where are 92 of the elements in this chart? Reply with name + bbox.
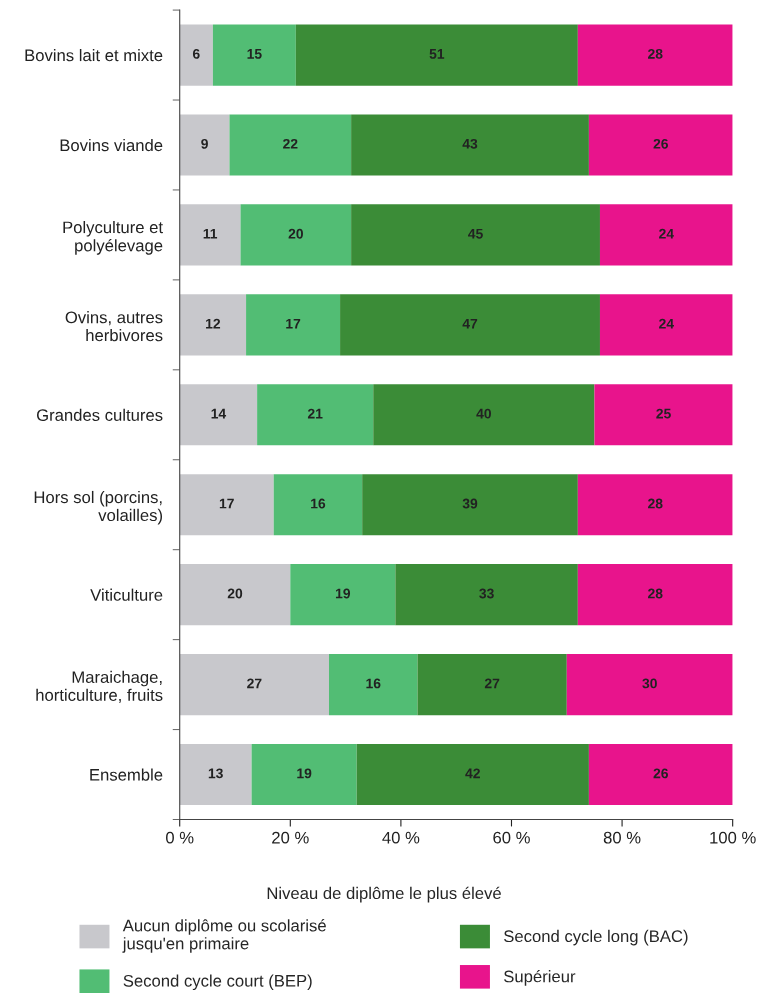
y-tick-label: Polyculture et polyélevage [63, 221, 163, 255]
data-label: 9 [201, 138, 208, 149]
data-label: 27 [247, 678, 262, 689]
bar [599, 204, 733, 266]
x-tick-label: 0 % [166, 831, 194, 844]
bar [290, 564, 396, 626]
bar [351, 204, 600, 266]
bar [179, 564, 291, 626]
data-label: 14 [211, 408, 227, 419]
bar [273, 474, 363, 536]
bar [577, 474, 733, 536]
data-label: 17 [286, 318, 301, 329]
bar [179, 294, 247, 356]
y-tick-label: Bovins viande [60, 138, 163, 152]
data-label: 12 [206, 318, 221, 329]
x-tick-label: 20 % [272, 831, 309, 844]
x-tick-label: 60 % [493, 831, 530, 844]
legend-label: Aucun diplôme ou scolarisé jusqu'en primaire [122, 919, 326, 953]
data-label: 15 [247, 49, 262, 59]
legend-title: Niveau de diplôme le plus élevé [267, 886, 501, 903]
data-label: 24 [659, 228, 674, 239]
data-label: 28 [648, 498, 663, 509]
bar [362, 474, 578, 536]
data-label: 27 [484, 678, 500, 689]
data-label: 39 [462, 498, 478, 509]
data-label: 13 [208, 768, 223, 779]
x-tick-label: 80 % [603, 831, 641, 844]
y-tick-label: Hors sol (porcins, volailles) [34, 490, 163, 525]
bar [179, 384, 258, 446]
y-tick-label: Viticulture [90, 588, 163, 601]
bar [179, 743, 252, 806]
data-label: 20 [227, 588, 243, 599]
data-label: 40 [476, 408, 491, 419]
bar [340, 294, 600, 356]
data-label: 47 [462, 318, 478, 329]
data-label: 22 [283, 138, 298, 149]
data-label: 33 [479, 588, 494, 599]
bar [257, 384, 374, 446]
data-label: 20 [288, 228, 303, 239]
data-label: 16 [366, 678, 381, 689]
bar [417, 654, 567, 716]
data-label: 26 [653, 138, 669, 149]
data-label: 21 [307, 408, 323, 419]
bar [179, 474, 274, 536]
bar [295, 24, 578, 86]
data-label: 16 [311, 498, 326, 509]
bar [594, 384, 733, 446]
legend-label: Supérieur [504, 969, 576, 986]
y-tick-label: Grandes cultures [36, 408, 163, 421]
bar [356, 743, 589, 806]
y-tick-label: Ensemble [90, 768, 163, 781]
bar [240, 204, 352, 266]
y-tick-label: Ovins, autres herbivores [65, 311, 163, 342]
data-label: 11 [203, 228, 218, 239]
bar [599, 294, 733, 356]
bar [577, 564, 733, 626]
bar [179, 654, 330, 716]
data-label: 24 [659, 318, 674, 329]
x-tick-label: 100 % [710, 831, 756, 844]
bar [179, 24, 213, 86]
bar [588, 743, 733, 806]
bar [251, 743, 357, 806]
bar [179, 204, 241, 266]
bar [212, 24, 296, 86]
bar [373, 384, 595, 446]
bar [577, 24, 733, 86]
y-tick-label: Bovins lait et mixte [25, 49, 163, 62]
bar [229, 114, 352, 176]
data-label: 28 [648, 48, 663, 59]
data-label: 25 [656, 408, 671, 419]
bar [351, 114, 589, 176]
legend-label: Second cycle long (BAC) [504, 929, 688, 946]
data-label: 26 [653, 768, 669, 779]
bar [329, 654, 418, 716]
data-label: 6 [192, 48, 200, 59]
x-tick-label: 40 % [382, 831, 420, 844]
legend-label: Second cycle court (BEP) [123, 974, 312, 991]
data-label: 43 [462, 138, 478, 149]
data-label: 30 [642, 678, 657, 689]
data-label: 28 [648, 588, 663, 599]
bar [179, 114, 230, 176]
bar [246, 294, 341, 356]
data-label: 17 [219, 498, 234, 509]
data-label: 19 [335, 588, 351, 599]
data-label: 51 [429, 49, 445, 59]
bar [395, 564, 578, 626]
data-label: 19 [297, 768, 312, 779]
data-label: 42 [465, 768, 480, 779]
bar [566, 654, 733, 716]
y-tick-label: Maraichage, horticulture, fruits [36, 670, 163, 703]
data-label: 45 [468, 228, 483, 239]
bar [588, 114, 733, 176]
